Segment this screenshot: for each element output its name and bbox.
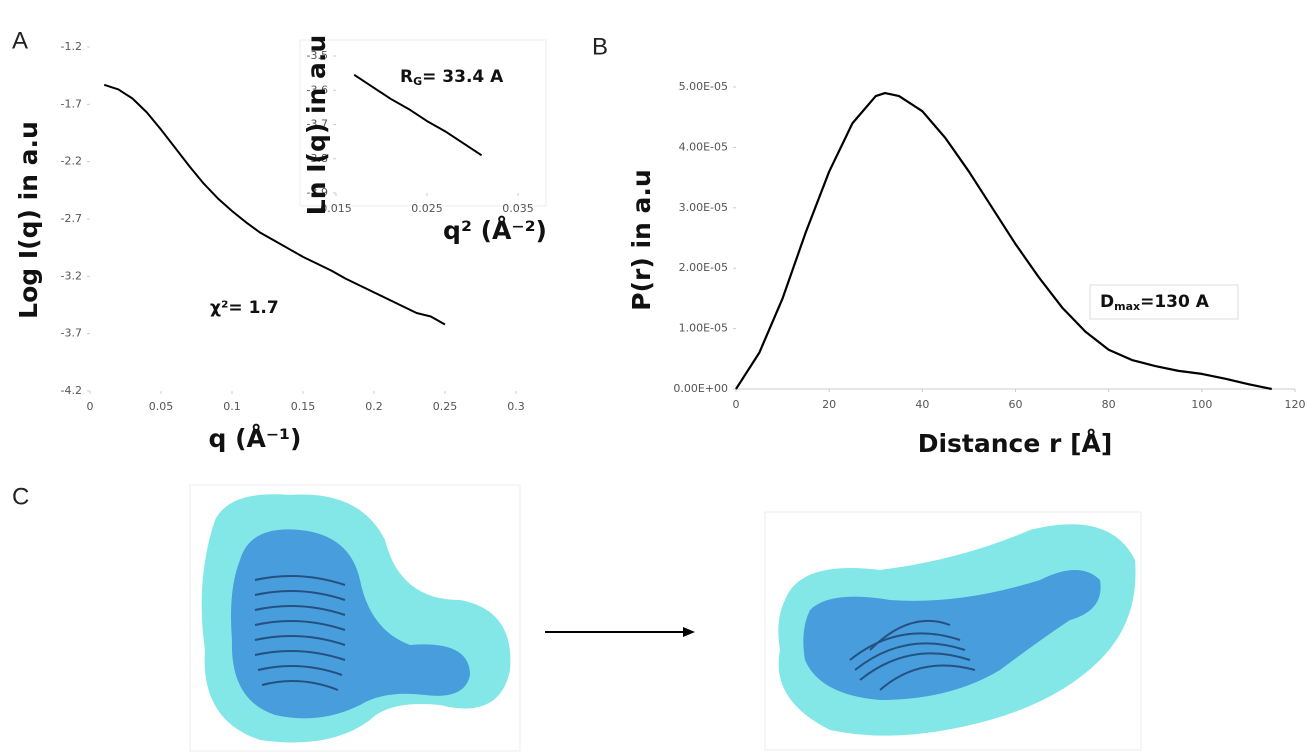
y-tick-label: 4.00E-05 [679, 140, 728, 153]
data-line [103, 83, 446, 326]
data-line [735, 91, 1272, 391]
x-tick-label: 120 [1285, 398, 1306, 411]
y-axis-label: P(r) in a.u [627, 169, 656, 310]
data-line [353, 74, 483, 157]
annotation-sub: max [1114, 300, 1140, 313]
annotation-main: D [1100, 292, 1114, 312]
y-tick-label: -3.7 [307, 118, 328, 131]
structure-left [189, 484, 521, 752]
x-tick-label: 0.15 [291, 400, 316, 413]
annotation-sub: G [413, 75, 422, 88]
structure-right [764, 511, 1142, 751]
x-tick-label: 0.1 [223, 400, 241, 413]
x-axis-label: q (Å⁻¹) [209, 424, 302, 453]
y-tick-label: 5.00E-05 [679, 80, 728, 93]
y-tick-label: 1.00E-05 [679, 322, 728, 335]
x-axis-label: q² (Å⁻²) [443, 216, 547, 245]
x-tick-label: 20 [822, 398, 836, 411]
y-tick-label: 3.00E-05 [679, 201, 728, 214]
x-axis-label: Distance r [Å] [918, 429, 1113, 458]
x-tick-label: 0.05 [149, 400, 174, 413]
y-tick-label: 2.00E-05 [679, 261, 728, 274]
y-tick-label: -3.6 [307, 83, 328, 96]
y-tick-label: -2.7 [61, 212, 82, 225]
x-tick-label: 0.025 [411, 202, 443, 215]
x-tick-label: 0.3 [507, 400, 525, 413]
x-tick-label: 0 [733, 398, 740, 411]
x-tick-label: 100 [1191, 398, 1212, 411]
inset-frame [299, 39, 547, 207]
x-tick-label: 0.25 [433, 400, 458, 413]
panel-label: C [12, 483, 29, 510]
annotation: RG= 33.4 A [400, 67, 504, 88]
y-tick-label: -3.9 [307, 186, 328, 199]
y-tick-label: -1.7 [61, 97, 82, 110]
y-tick-label: -4.2 [61, 384, 82, 397]
y-tick-label: -1.2 [61, 40, 82, 53]
annotation-suffix: = 33.4 A [422, 67, 504, 87]
y-axis-label: Ln I(q) in a.u [302, 35, 331, 215]
x-tick-label: 40 [915, 398, 929, 411]
annotation-main: R [400, 67, 413, 87]
y-tick-label: -3.5 [307, 49, 328, 62]
x-tick-label: 0.035 [502, 202, 534, 215]
y-tick-label: 0.00E+00 [673, 382, 728, 395]
x-tick-label: 0.015 [320, 202, 352, 215]
y-tick-label: -3.2 [61, 269, 82, 282]
panel-label: B [592, 33, 608, 60]
x-tick-label: 0 [87, 400, 94, 413]
annotation-suffix: =130 A [1140, 292, 1210, 312]
x-tick-label: 0.2 [365, 400, 383, 413]
y-tick-label: -2.2 [61, 155, 82, 168]
x-tick-label: 60 [1009, 398, 1023, 411]
arrow [545, 627, 695, 637]
annotation: χ²= 1.7 [210, 298, 279, 318]
y-tick-label: -3.8 [307, 152, 328, 165]
annotation: Dmax=130 A [1100, 292, 1210, 313]
annotation-box [1089, 284, 1239, 320]
y-axis-label: Log I(q) in a.u [14, 121, 43, 319]
x-tick-label: 80 [1102, 398, 1116, 411]
y-tick-label: -3.7 [61, 327, 82, 340]
panel-label: A [12, 27, 28, 54]
